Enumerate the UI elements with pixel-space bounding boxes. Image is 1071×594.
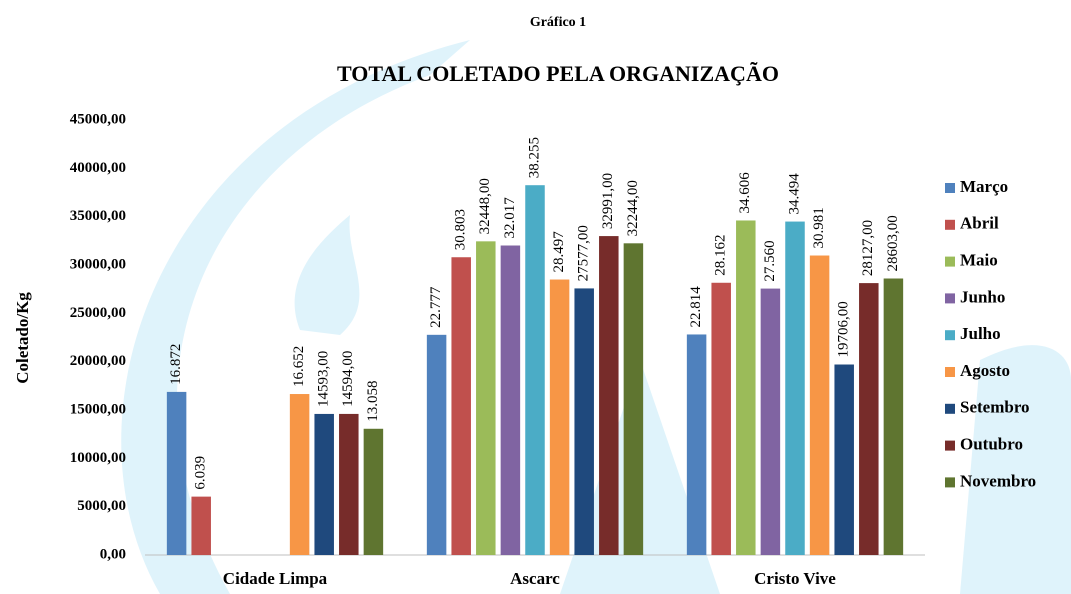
value-label: 28127,00 [860,220,876,276]
x-tick-label: Cristo Vive [754,569,836,588]
y-tick-label: 30000,00 [70,256,126,272]
value-label: 27577,00 [576,225,592,281]
legend-label: Novembro [960,471,1036,490]
value-label: 13.058 [365,381,381,422]
legend-swatch [945,404,955,414]
value-label: 14593,00 [316,351,332,407]
chart: Gráfico 1 TOTAL COLETADO PELA ORGANIZAÇÃ… [0,0,1071,594]
y-tick-label: 35000,00 [70,208,126,224]
value-label: 32.017 [502,197,518,239]
bar [451,257,471,555]
legend-swatch [945,257,955,267]
chart-subtitle: Gráfico 1 [530,15,586,30]
y-tick-label: 0,00 [100,546,126,562]
value-label: 28.497 [551,231,567,273]
page: Gráfico 1 TOTAL COLETADO PELA ORGANIZAÇÃ… [0,0,1071,594]
y-tick-label: 45000,00 [70,111,126,127]
value-label: 38.255 [526,137,542,178]
value-label: 22.777 [428,286,444,328]
bar [574,288,594,555]
value-label: 27.560 [762,240,778,281]
value-label: 34.606 [737,172,753,214]
chart-title: TOTAL COLETADO PELA ORGANIZAÇÃO [337,61,779,86]
y-tick-label: 5000,00 [77,498,126,514]
value-label: 16.872 [168,344,184,385]
legend-swatch [945,441,955,451]
value-label: 28.162 [713,235,729,276]
value-label: 32448,00 [477,178,493,234]
bar [314,414,334,555]
x-tick-label: Cidade Limpa [223,569,328,588]
legend-swatch [945,477,955,487]
bar [810,256,830,555]
bar [624,243,644,555]
bar [339,414,359,555]
value-label: 28603,00 [885,215,901,271]
y-axis-label: Coletado/Kg [13,292,32,384]
y-tick-label: 40000,00 [70,160,126,176]
legend-label: Julho [960,324,1001,343]
x-tick-label: Ascarc [510,569,560,588]
legend-label: Setembro [960,398,1030,417]
legend-swatch [945,367,955,377]
bar [834,365,854,555]
value-label: 22.814 [688,286,704,328]
legend-label: Agosto [960,361,1010,380]
bar [550,280,570,555]
value-label: 30.981 [811,207,827,248]
y-tick-label: 25000,00 [70,305,126,321]
legend-swatch [945,293,955,303]
bar [736,220,756,555]
watermark [295,215,360,335]
y-tick-label: 10000,00 [70,450,126,466]
value-label: 6.039 [193,456,209,490]
legend-label: Junho [960,287,1005,306]
bar [599,236,619,555]
value-label: 16.652 [291,346,307,387]
bar [167,392,187,555]
value-label: 32991,00 [600,173,616,229]
bar [711,283,731,555]
bar [884,279,904,555]
bar [859,283,879,555]
value-label: 19706,00 [836,301,852,357]
watermark [960,345,1071,594]
y-tick-label: 20000,00 [70,353,126,369]
legend-swatch [945,330,955,340]
value-label: 34.494 [786,173,802,215]
bar [427,335,447,555]
bar [761,289,781,555]
bar [687,334,707,555]
value-label: 32244,00 [625,180,641,236]
bar [191,497,211,555]
legend-swatch [945,220,955,230]
bar [501,246,521,555]
legend-label: Outubro [960,435,1023,454]
y-tick-label: 15000,00 [70,401,126,417]
value-label: 14594,00 [340,351,356,407]
bar [476,241,496,555]
bar [785,222,805,555]
bar [525,185,545,555]
legend-label: Abril [960,214,999,233]
bar [364,429,384,555]
legend-label: Maio [960,251,998,270]
legend-label: Março [960,177,1008,196]
value-label: 30.803 [453,209,469,250]
legend-swatch [945,183,955,193]
bar [290,394,310,555]
